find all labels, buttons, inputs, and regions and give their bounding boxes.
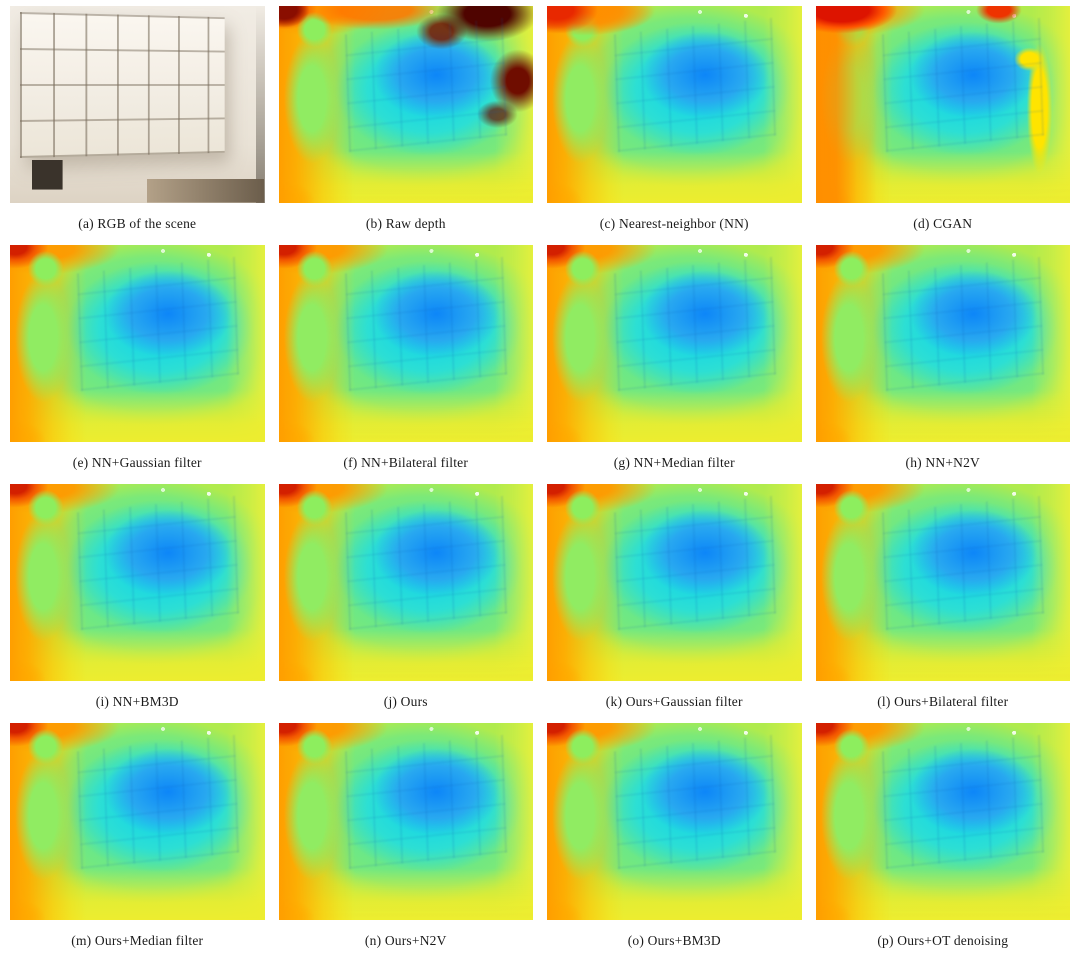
nn-depth-map-image — [547, 6, 802, 203]
subfigure-caption-h: (h) NN+N2V — [905, 455, 980, 470]
depth-map-image — [815, 245, 1070, 442]
subfigure-caption-o: (o) Ours+BM3D — [627, 933, 721, 948]
subfigure-caption-a: (a) RGB of the scene — [78, 216, 197, 231]
subfigure-n: (n) Ours+N2V — [278, 723, 533, 962]
subfigure-caption-g: (g) NN+Median filter — [613, 455, 735, 470]
raw-depth-map-image — [278, 6, 533, 203]
subfigure-caption-m: (m) Ours+Median filter — [71, 933, 204, 948]
depth-map-image — [278, 723, 533, 920]
subfigure-caption-n: (n) Ours+N2V — [364, 933, 447, 948]
subfigure-caption-k: (k) Ours+Gaussian filter — [605, 694, 743, 709]
subfigure-caption-j: (j) Ours — [383, 694, 428, 709]
depth-map-image — [278, 484, 533, 681]
rgb-scene-image — [10, 6, 265, 203]
depth-map-image — [10, 723, 265, 920]
depth-map-image — [10, 484, 265, 681]
depth-map-image — [10, 245, 265, 442]
subfigure-l: (l) Ours+Bilateral filter — [815, 484, 1070, 723]
subfigure-caption-l: (l) Ours+Bilateral filter — [877, 694, 1009, 709]
subfigure-caption-f: (f) NN+Bilateral filter — [343, 455, 469, 470]
subfigure-caption-d: (d) CGAN — [913, 216, 973, 231]
subfigure-caption-p: (p) Ours+OT denoising — [877, 933, 1009, 948]
subfigure-caption-b: (b) Raw depth — [365, 216, 446, 231]
subfigure-a: (a) RGB of the scene — [10, 6, 265, 245]
depth-map-image — [547, 723, 802, 920]
depth-map-image — [815, 723, 1070, 920]
subfigure-g: (g) NN+Median filter — [547, 245, 802, 484]
subfigure-e: (e) NN+Gaussian filter — [10, 245, 265, 484]
depth-map-image — [547, 245, 802, 442]
subfigure-c: (c) Nearest-neighbor (NN) — [547, 6, 802, 245]
subfigure-f: (f) NN+Bilateral filter — [278, 245, 533, 484]
subfigure-d: (d) CGAN — [815, 6, 1070, 245]
depth-map-image — [547, 484, 802, 681]
subfigure-h: (h) NN+N2V — [815, 245, 1070, 484]
subfigure-caption-i: (i) NN+BM3D — [95, 694, 179, 709]
subfigure-k: (k) Ours+Gaussian filter — [547, 484, 802, 723]
subfigure-p: (p) Ours+OT denoising — [815, 723, 1070, 962]
subfigure-m: (m) Ours+Median filter — [10, 723, 265, 962]
subfigure-caption-c: (c) Nearest-neighbor (NN) — [599, 216, 749, 231]
subfigure-b: (b) Raw depth — [278, 6, 533, 245]
subfigure-caption-e: (e) NN+Gaussian filter — [72, 455, 202, 470]
cgan-depth-map-image — [815, 6, 1070, 203]
depth-map-image — [278, 245, 533, 442]
subfigure-i: (i) NN+BM3D — [10, 484, 265, 723]
depth-map-image — [815, 484, 1070, 681]
subfigure-o: (o) Ours+BM3D — [547, 723, 802, 962]
subfigure-j: (j) Ours — [278, 484, 533, 723]
